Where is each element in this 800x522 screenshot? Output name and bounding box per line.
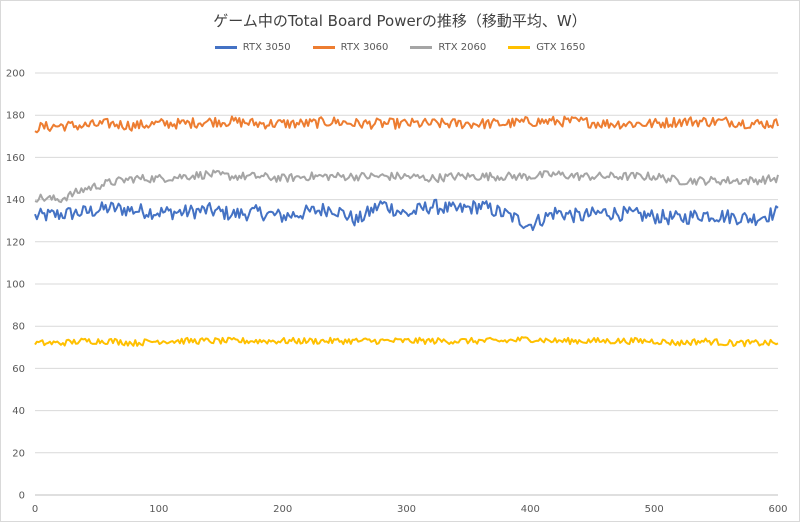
y-tick-label: 0 [19, 491, 25, 502]
legend-label-rtx2060: RTX 2060 [438, 42, 487, 53]
legend-item-rtx2060: RTX 2060 [410, 42, 486, 53]
y-tick-label: 60 [12, 364, 25, 375]
x-tick-label: 300 [397, 504, 416, 515]
legend-item-rtx3060: RTX 3060 [312, 42, 389, 53]
series-line-gtx-1650 [34, 336, 779, 348]
y-tick-label: 180 [6, 111, 25, 122]
legend-label-rtx3050: RTX 3050 [242, 42, 291, 53]
series-line-rtx-3050 [34, 198, 779, 232]
y-tick-label: 140 [6, 195, 25, 206]
y-tick-label: 160 [6, 153, 25, 164]
y-tick-label: 40 [12, 406, 25, 417]
x-tick-label: 600 [768, 504, 787, 515]
legend-swatch-rtx3060 [312, 46, 335, 49]
chart-title: ゲーム中のTotal Board Powerの推移（移動平均、W） [213, 12, 587, 30]
x-tick-label: 400 [521, 504, 540, 515]
y-tick-label: 80 [12, 322, 25, 333]
x-tick-label: 100 [149, 504, 168, 515]
y-tick-label: 100 [6, 280, 25, 291]
legend-swatch-rtx3050 [214, 46, 237, 49]
legend-swatch-rtx2060 [410, 46, 433, 49]
x-tick-label: 0 [32, 504, 38, 515]
y-tick-label: 120 [6, 237, 25, 248]
y-tick-label: 20 [12, 448, 25, 459]
series-line-rtx-2060 [34, 169, 779, 204]
legend-item-rtx3050: RTX 3050 [214, 42, 291, 53]
legend-swatch-gtx1650 [508, 46, 531, 49]
series-line-rtx-3060 [34, 115, 779, 134]
legend: RTX 3050 RTX 3060 RTX 2060 GTX 1650 [0, 42, 800, 53]
legend-label-rtx3060: RTX 3060 [340, 42, 389, 53]
legend-label-gtx1650: GTX 1650 [536, 42, 586, 53]
x-tick-label: 200 [273, 504, 292, 515]
y-tick-label: 200 [6, 69, 25, 80]
legend-item-gtx1650: GTX 1650 [508, 42, 585, 53]
x-tick-label: 500 [645, 504, 664, 515]
